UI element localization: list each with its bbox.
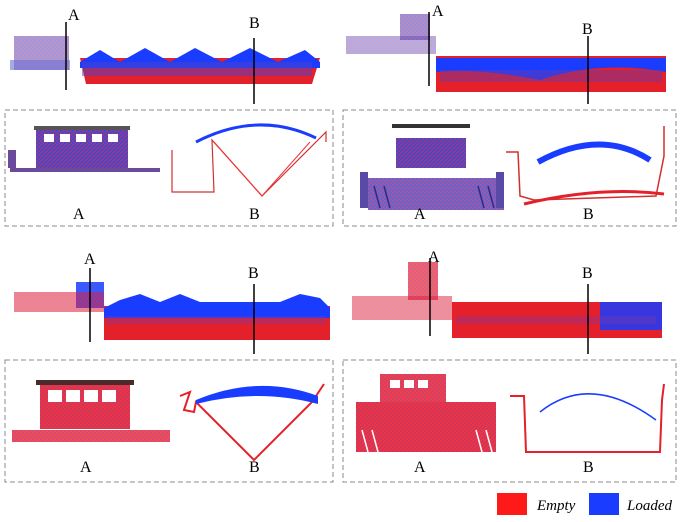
panel-4-ship-side-view	[352, 262, 662, 338]
panel-3: A B A B	[4, 251, 334, 483]
panel-1-cross-section-b	[171, 123, 327, 197]
legend-swatch-empty	[497, 493, 527, 515]
panel-2-label-a: A	[432, 3, 444, 20]
panel-3-label-b: B	[248, 265, 259, 282]
legend-label-loaded: Loaded	[626, 498, 673, 514]
panel-2-cross-section-b	[506, 126, 665, 206]
panel-4-detail-label-b: B	[583, 459, 594, 476]
panel-3-cross-section-b	[179, 383, 325, 462]
panel-2-detail-box	[342, 109, 677, 227]
panel-2-detail-label-b: B	[583, 206, 594, 223]
legend: Empty Loaded	[497, 493, 673, 515]
panel-3-detail-box	[4, 359, 334, 483]
panel-2-ship-side-view	[346, 14, 666, 92]
panel-4-cross-section-a	[356, 374, 496, 453]
panel-4-cross-section-b	[510, 383, 665, 453]
panel-3-cross-section-a	[12, 380, 170, 442]
panel-1-detail-box	[4, 109, 334, 227]
panel-4: A B A B	[342, 249, 677, 483]
panel-1: A B A B	[4, 7, 334, 227]
panel-3-label-a: A	[84, 251, 96, 268]
panel-2-cross-section-a	[360, 124, 504, 210]
panel-3-detail-label-b: B	[249, 459, 260, 476]
panel-4-detail-box	[342, 359, 677, 483]
panel-4-detail-label-a: A	[414, 459, 426, 476]
panel-3-detail-label-a: A	[80, 459, 92, 476]
panel-1-label-a: A	[68, 7, 80, 24]
panel-4-label-b: B	[582, 265, 593, 282]
panel-3-ship-side-view	[14, 282, 330, 340]
panel-2-label-b: B	[582, 21, 593, 38]
panel-1-detail-label-a: A	[73, 206, 85, 223]
panel-2-detail-label-a: A	[414, 206, 426, 223]
panel-1-cross-section-a	[8, 126, 160, 172]
panel-1-detail-label-b: B	[249, 206, 260, 223]
panel-1-ship-side-view	[10, 36, 320, 84]
panel-4-label-a: A	[428, 249, 440, 266]
legend-label-empty: Empty	[536, 498, 576, 514]
panel-2: A B A B	[342, 3, 677, 227]
legend-swatch-loaded	[589, 493, 619, 515]
panel-1-label-b: B	[249, 15, 260, 32]
